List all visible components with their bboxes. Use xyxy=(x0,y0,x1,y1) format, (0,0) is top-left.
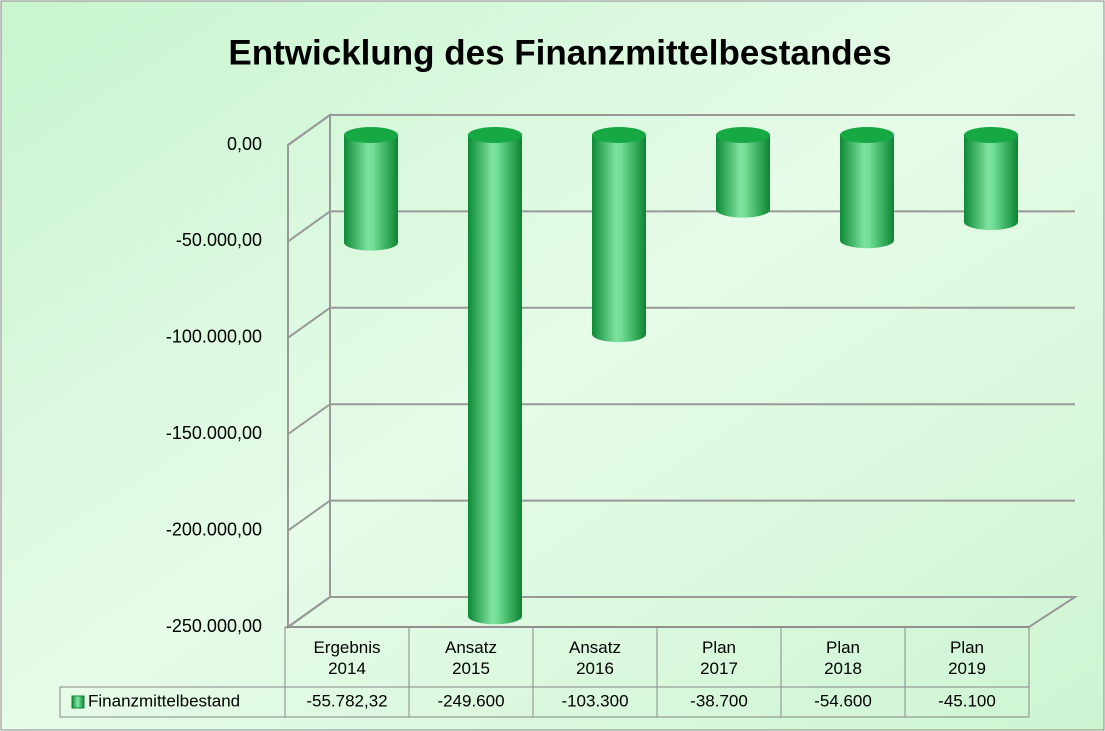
legend-cell xyxy=(59,686,286,718)
grid-line xyxy=(287,114,1075,146)
x-tick-label: Ergebnis 2014 xyxy=(313,638,381,678)
y-tick-label: -250.000,00 xyxy=(166,616,262,636)
grid-line xyxy=(287,596,1075,628)
y-tick-label: -150.000,00 xyxy=(166,423,262,443)
value-label: -103.300 xyxy=(561,691,628,710)
chart-title: Entwicklung des Finanzmittelbestandes xyxy=(228,33,891,72)
grid-line xyxy=(287,210,1075,243)
grid-line xyxy=(287,403,1075,436)
bar-top xyxy=(964,127,1018,143)
value-label: -45.100 xyxy=(938,691,996,710)
bar-top xyxy=(716,127,770,143)
value-label: -54.600 xyxy=(814,691,872,710)
bar xyxy=(344,135,398,251)
bar-top xyxy=(468,127,522,143)
legend-swatch xyxy=(71,695,85,709)
x-tick-label: Plan 2017 xyxy=(700,638,738,678)
x-tick-label: Ansatz 2016 xyxy=(569,638,621,678)
bar xyxy=(840,135,894,249)
x-tick-label: Plan 2018 xyxy=(824,638,862,678)
value-label: -38.700 xyxy=(690,691,748,710)
grid-line xyxy=(287,499,1075,532)
y-tick-label: -200.000,00 xyxy=(166,519,262,539)
y-tick-label: -50.000,00 xyxy=(176,230,262,250)
x-tick-label: Plan 2019 xyxy=(948,638,986,678)
value-label: -55.782,32 xyxy=(306,691,387,710)
legend-label: Finanzmittelbestand xyxy=(88,691,240,710)
value-label: -249.600 xyxy=(437,691,504,710)
y-tick-label: 0,00 xyxy=(227,134,262,154)
grid-line xyxy=(287,306,1075,339)
bar-top xyxy=(344,127,398,143)
y-tick-label: -100.000,00 xyxy=(166,327,262,347)
x-tick-label: Ansatz 2015 xyxy=(445,638,497,678)
bar xyxy=(964,135,1018,230)
bar-top xyxy=(592,127,646,143)
bar xyxy=(592,135,646,343)
bar xyxy=(468,135,522,625)
bar xyxy=(716,135,770,218)
bar-top xyxy=(840,127,894,143)
